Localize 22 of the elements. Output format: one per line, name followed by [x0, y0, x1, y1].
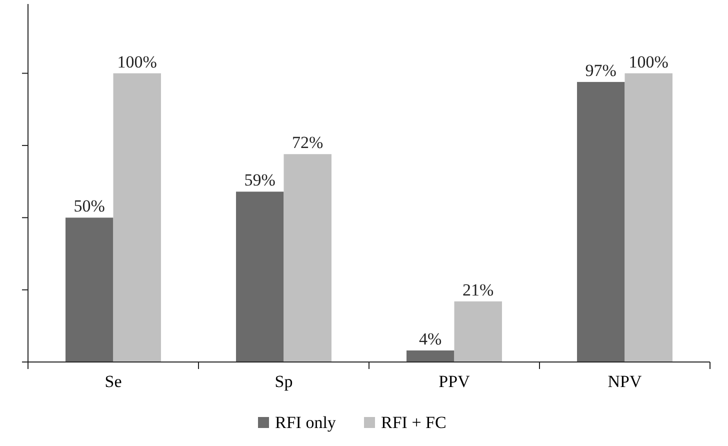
bar [577, 82, 625, 362]
x-tick-label: Se [104, 372, 122, 391]
data-label: 100% [117, 52, 157, 72]
legend-label: RFI + FC [381, 413, 446, 432]
bar [66, 218, 114, 362]
bar [624, 73, 672, 362]
data-label: 21% [462, 280, 494, 300]
data-label: 4% [419, 329, 442, 348]
bar [113, 73, 161, 362]
bar [236, 192, 284, 362]
data-label: 59% [244, 170, 276, 190]
bar [284, 154, 332, 362]
legend-label: RFI only [275, 413, 336, 432]
bar [454, 301, 502, 362]
x-tick-label: PPV [438, 372, 471, 391]
data-label: 97% [585, 60, 616, 80]
x-tick-label: NPV [608, 372, 642, 391]
data-label: 72% [292, 133, 324, 152]
bar [406, 350, 454, 362]
x-tick-label: Sp [274, 372, 293, 391]
data-label: 50% [74, 196, 105, 216]
data-label: 100% [628, 52, 668, 72]
